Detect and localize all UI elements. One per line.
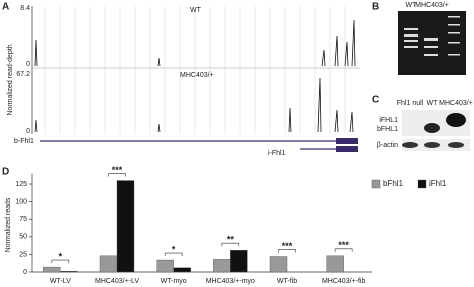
gel-bands — [404, 16, 460, 56]
legend-label: iFhl1 — [429, 179, 447, 188]
x-tick-label: WT-fib — [277, 278, 297, 285]
bar — [230, 249, 248, 273]
panel-label: C — [372, 95, 379, 106]
legend-swatch — [371, 179, 381, 189]
track-name: MHC403/+ — [180, 72, 214, 79]
significance-bracket — [278, 249, 296, 253]
y-tick-label: 25 — [19, 251, 27, 258]
y-tick-label: 50 — [19, 234, 27, 241]
track-max: 8.4 — [20, 5, 30, 12]
bar — [60, 271, 78, 273]
band-label: iFHL1 — [379, 117, 398, 124]
lane-label: MHC403/+ — [415, 2, 449, 9]
blot-band — [446, 113, 466, 127]
axis-label: Normalized read-depth — [7, 44, 14, 115]
bar — [99, 255, 118, 273]
exons — [336, 138, 358, 144]
blot-band — [424, 123, 440, 133]
track-min: 0 — [26, 61, 30, 68]
significance: *** — [282, 241, 293, 251]
exons — [336, 146, 358, 152]
significance: * — [59, 251, 63, 261]
y-tick-label: 125 — [15, 181, 27, 188]
x-tick-label: MHC403/+-myo — [206, 278, 255, 285]
significance: * — [172, 244, 176, 254]
lane-label: Fhl1 null — [397, 100, 424, 107]
legend-label: bFhl1 — [383, 179, 404, 188]
bar — [116, 180, 135, 273]
bar — [156, 259, 174, 273]
significance-bracket — [164, 252, 183, 257]
y-tick-label: 100 — [15, 198, 27, 205]
coverage — [34, 77, 354, 133]
lane-label: WT — [406, 2, 418, 9]
blot-band — [448, 142, 464, 148]
x-tick-label: WT-myo — [161, 278, 187, 285]
x-tick-label: MHC403/+-fib — [322, 278, 365, 285]
bar — [213, 259, 231, 273]
band-label: β-actin — [377, 142, 398, 149]
significance-bracket — [108, 173, 126, 177]
gene-name: i-Fhl1 — [268, 150, 286, 157]
panel-label: B — [372, 2, 379, 13]
blot-band — [402, 142, 418, 148]
x-tick-label: MHC403/+-LV — [95, 278, 139, 285]
significance: ** — [227, 235, 235, 245]
panel-label: D — [2, 167, 9, 178]
axis-label: Normalized reads — [5, 197, 12, 252]
x-tick-label: WT-LV — [50, 278, 71, 285]
bar — [173, 267, 191, 273]
y-tick-label: 75 — [19, 216, 27, 223]
band-label: bFHL1 — [377, 126, 398, 133]
significance: *** — [112, 165, 123, 175]
bar — [269, 256, 288, 273]
track-area — [44, 6, 346, 134]
lane-label: MHC403/+ — [439, 100, 473, 107]
track-name: WT — [190, 7, 202, 14]
legend-swatch — [417, 179, 427, 189]
track-min: 0 — [26, 128, 30, 135]
significance-bracket — [51, 259, 70, 264]
gene-name: b-Fhl1 — [14, 138, 34, 145]
panel-label: A — [2, 2, 9, 13]
significance: *** — [338, 240, 349, 250]
track-max: 67.2 — [16, 71, 30, 78]
coverage — [34, 19, 356, 67]
significance-bracket — [221, 242, 240, 247]
blot-band — [424, 142, 440, 148]
y-tick-label: 0 — [23, 269, 27, 276]
bar — [43, 266, 61, 273]
significance-bracket — [334, 248, 353, 252]
bar — [326, 255, 344, 273]
lane-label: WT — [427, 100, 439, 107]
